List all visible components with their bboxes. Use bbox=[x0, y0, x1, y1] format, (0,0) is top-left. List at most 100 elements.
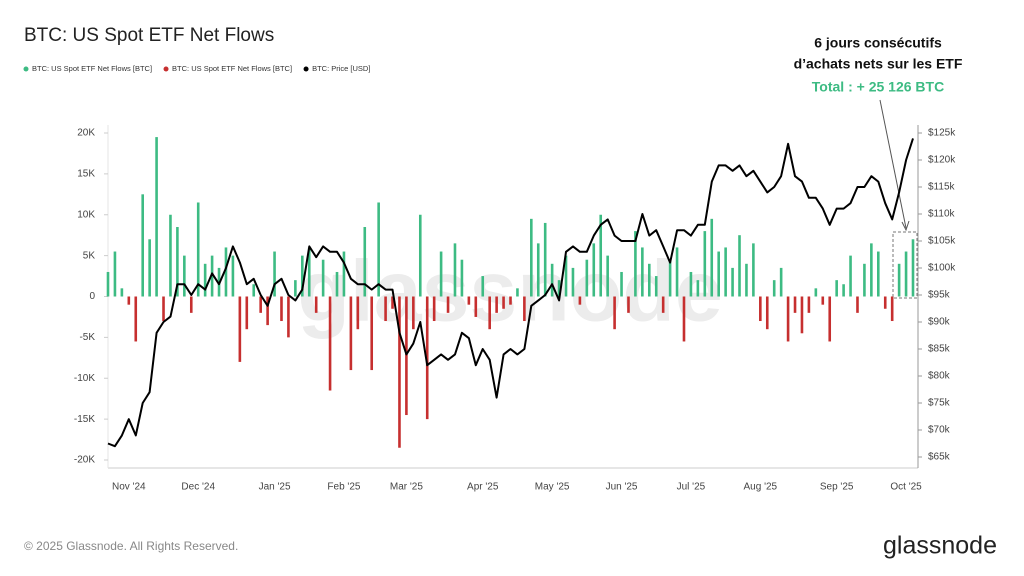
y-tick-label: 5K bbox=[83, 250, 96, 261]
bar bbox=[106, 271, 110, 297]
bar bbox=[259, 296, 262, 313]
y2-tick-label: $100k bbox=[928, 263, 956, 274]
arrow-head bbox=[901, 220, 910, 232]
bar bbox=[578, 296, 582, 305]
bar bbox=[530, 218, 533, 297]
bar bbox=[467, 296, 471, 305]
y-tick-label: 20K bbox=[77, 128, 95, 139]
bar bbox=[731, 267, 734, 297]
y2-tick-label: $85k bbox=[928, 344, 951, 355]
y2-tick-label: $110k bbox=[928, 209, 956, 220]
bar bbox=[509, 296, 512, 305]
bar bbox=[231, 255, 235, 297]
bar bbox=[377, 202, 380, 297]
legend-marker bbox=[163, 66, 169, 72]
bar bbox=[807, 296, 811, 313]
bar bbox=[592, 243, 596, 297]
bar bbox=[384, 296, 387, 322]
bar bbox=[148, 239, 151, 297]
bar bbox=[183, 255, 186, 297]
bar bbox=[356, 296, 360, 330]
bar bbox=[849, 255, 852, 297]
y2-tick-label: $120k bbox=[928, 155, 956, 166]
y2-tick-label: $95k bbox=[928, 290, 951, 301]
bar bbox=[668, 259, 672, 297]
x-tick-label: Jul '25 bbox=[677, 482, 706, 493]
bar bbox=[759, 296, 762, 322]
bar bbox=[703, 231, 707, 297]
bar bbox=[654, 276, 658, 297]
bar bbox=[412, 296, 415, 330]
bar bbox=[564, 255, 568, 297]
bar bbox=[321, 259, 325, 297]
bar bbox=[516, 288, 519, 297]
x-tick-label: Apr '25 bbox=[467, 482, 499, 493]
bar bbox=[765, 296, 769, 330]
legend-label: BTC: Price [USD] bbox=[312, 64, 370, 73]
bar bbox=[495, 296, 498, 313]
bar bbox=[176, 227, 179, 297]
bar bbox=[870, 243, 873, 297]
bar bbox=[647, 263, 651, 297]
y-tick-label: -20K bbox=[74, 455, 95, 466]
bar bbox=[446, 296, 450, 313]
bar bbox=[911, 239, 915, 297]
bar bbox=[460, 259, 464, 297]
legend-label: BTC: US Spot ETF Net Flows [BTC] bbox=[172, 64, 292, 73]
bar bbox=[363, 227, 367, 297]
watermark: glassnode bbox=[297, 244, 722, 340]
bar bbox=[453, 243, 457, 297]
bar bbox=[793, 296, 797, 313]
bar bbox=[287, 296, 290, 338]
annotation: d’achats nets sur les ETF bbox=[794, 56, 963, 72]
bar bbox=[169, 214, 172, 297]
x-tick-label: Sep '25 bbox=[820, 482, 854, 493]
bar bbox=[405, 296, 408, 416]
bar bbox=[418, 214, 422, 297]
bar bbox=[439, 251, 443, 297]
bar bbox=[550, 263, 554, 297]
x-tick-label: Oct '25 bbox=[890, 482, 922, 493]
bar bbox=[342, 251, 346, 297]
bar bbox=[877, 251, 880, 297]
bar bbox=[314, 296, 318, 313]
bar bbox=[675, 247, 679, 297]
annotation-arrow bbox=[879, 99, 907, 229]
bar bbox=[828, 296, 832, 342]
bar bbox=[252, 284, 256, 297]
bar bbox=[245, 296, 249, 330]
x-tick-label: May '25 bbox=[535, 482, 570, 493]
bar bbox=[557, 280, 561, 297]
bar bbox=[127, 296, 131, 305]
bar bbox=[890, 296, 894, 322]
bar bbox=[536, 243, 540, 297]
bar bbox=[571, 267, 575, 297]
footer: © 2025 Glassnode. All Rights Reserved. bbox=[24, 539, 238, 553]
bar bbox=[821, 296, 825, 305]
x-tick-label: Dec '24 bbox=[181, 482, 215, 493]
bar bbox=[294, 280, 297, 297]
bar bbox=[120, 288, 124, 297]
bar bbox=[141, 194, 144, 297]
bar bbox=[196, 202, 200, 297]
bar bbox=[661, 296, 665, 313]
bar bbox=[370, 296, 374, 371]
y2-tick-label: $75k bbox=[928, 398, 951, 409]
bar bbox=[752, 243, 755, 297]
y-tick-label: -5K bbox=[79, 332, 95, 343]
bar bbox=[710, 218, 714, 297]
bar bbox=[349, 296, 353, 371]
y2-tick-label: $70k bbox=[928, 425, 951, 436]
legend-label: BTC: US Spot ETF Net Flows [BTC] bbox=[32, 64, 152, 73]
annotation-total: Total : + 25 126 BTC bbox=[812, 79, 944, 95]
bar bbox=[641, 247, 644, 297]
bar bbox=[328, 296, 332, 391]
bar bbox=[779, 267, 783, 297]
bar bbox=[634, 231, 637, 297]
bar bbox=[585, 259, 589, 297]
bar bbox=[599, 214, 603, 297]
bar bbox=[842, 284, 845, 297]
bar bbox=[432, 296, 436, 322]
bar bbox=[689, 271, 693, 297]
